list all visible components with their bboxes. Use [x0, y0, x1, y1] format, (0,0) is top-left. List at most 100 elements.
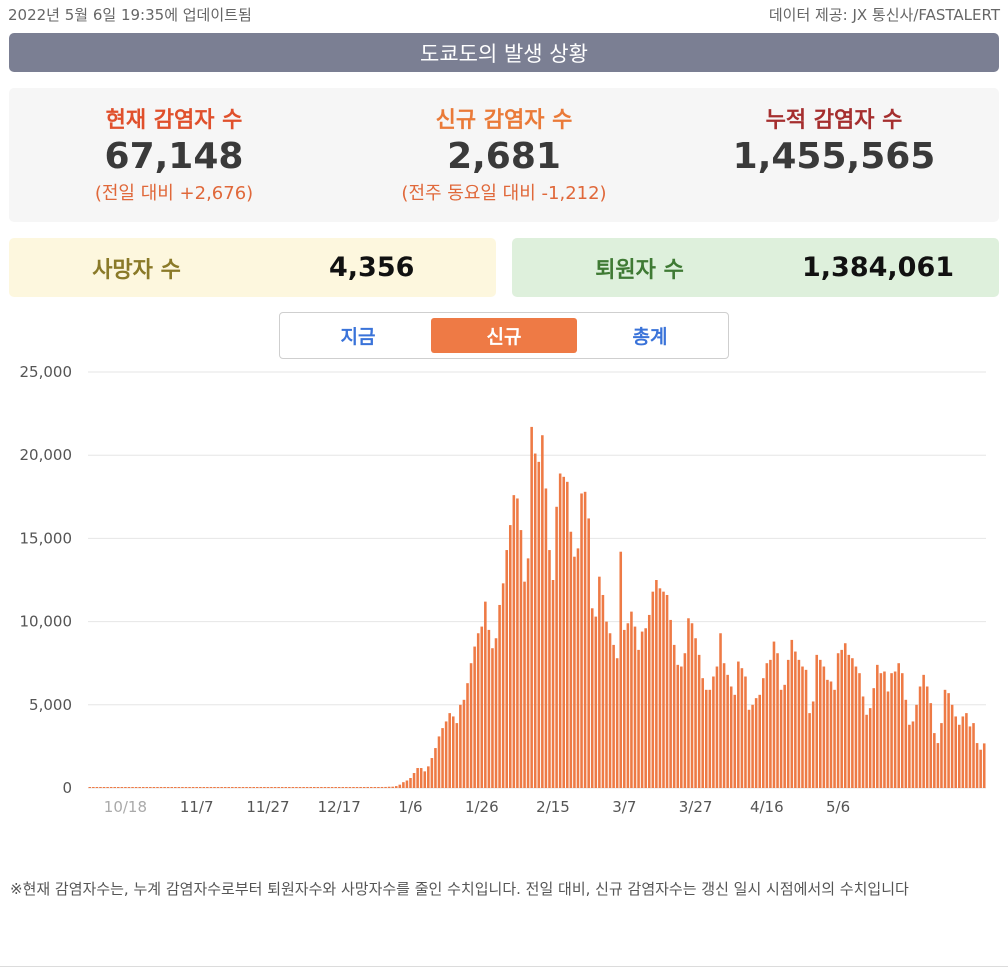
bar — [444, 721, 448, 788]
x-tick-label: 1/26 — [465, 798, 499, 816]
bar — [213, 787, 216, 788]
bar — [291, 787, 295, 788]
stat-new: 신규 감염자 수 2,681 (전주 동요일 대비 -1,212) — [339, 88, 669, 222]
bar — [776, 653, 779, 788]
bar — [879, 673, 883, 788]
bar — [141, 787, 145, 788]
bar — [630, 611, 633, 788]
bar — [402, 782, 405, 788]
bar — [430, 758, 434, 788]
bar — [508, 525, 512, 788]
bar — [754, 698, 758, 788]
bar — [762, 678, 765, 788]
bar — [982, 743, 986, 788]
bar — [156, 787, 159, 788]
bar — [662, 591, 665, 788]
bar — [348, 787, 352, 788]
bar — [940, 723, 943, 788]
bar — [566, 481, 569, 788]
x-tick-label: 11/7 — [180, 798, 214, 816]
y-tick-label: 0 — [62, 779, 72, 797]
bar — [687, 618, 690, 788]
bar — [227, 787, 231, 788]
bar — [562, 476, 566, 788]
bar — [972, 723, 975, 788]
bar — [694, 638, 697, 788]
y-tick-label: 25,000 — [20, 363, 73, 381]
bar — [665, 594, 669, 788]
y-tick-label: 20,000 — [20, 446, 73, 464]
bar — [437, 736, 441, 788]
bar — [872, 688, 876, 788]
bar — [933, 733, 936, 788]
tab-new[interactable]: 신규 — [431, 318, 577, 353]
bar — [558, 473, 562, 788]
stat-current-label: 현재 감염자 수 — [105, 108, 243, 133]
stat-cumulative-label: 누적 감염자 수 — [765, 108, 903, 133]
tab-current[interactable]: 지금 — [340, 326, 376, 348]
bar — [911, 721, 915, 788]
bar — [323, 787, 327, 788]
update-timestamp: 2022년 5월 6일 19:35에 업데이트됨 — [8, 5, 252, 24]
tab-total[interactable]: 총계 — [632, 326, 668, 348]
bar — [719, 633, 722, 788]
bar — [184, 787, 188, 788]
bar — [533, 453, 537, 788]
bar — [587, 518, 590, 788]
x-tick-label: 5/6 — [826, 798, 850, 816]
bar — [680, 666, 683, 788]
bar — [826, 679, 829, 788]
bar — [505, 550, 508, 788]
bar — [925, 686, 929, 788]
bar — [366, 786, 370, 788]
bar — [936, 743, 940, 788]
bar — [683, 653, 687, 788]
x-tick-label: 3/27 — [679, 798, 713, 816]
stat-cumulative-value: 1,455,565 — [732, 136, 936, 177]
bar — [555, 506, 558, 788]
bar — [605, 621, 608, 788]
new-cases-chart: 25,000 20,000 15,000 10,000 5,000 0 10/18 11/7 1… — [20, 363, 986, 816]
bar — [701, 678, 704, 788]
y-tick-label: 5,000 — [29, 696, 72, 714]
bar — [117, 787, 120, 788]
bar — [794, 651, 797, 788]
bar — [473, 646, 476, 788]
bar — [341, 787, 345, 788]
bar — [238, 787, 241, 788]
stats-panel: 현재 감염자 수 67,148 (전일 대비 +2,676) 신규 감염자 수 … — [9, 88, 999, 222]
bar — [758, 694, 762, 788]
bar — [623, 629, 626, 788]
bar — [149, 787, 152, 788]
bar — [377, 787, 380, 788]
bar — [975, 743, 979, 788]
bar — [352, 787, 355, 788]
bar — [523, 581, 526, 788]
bar — [295, 787, 298, 788]
bar — [284, 787, 288, 788]
bar — [266, 787, 270, 788]
bar — [320, 787, 323, 788]
stat-new-value: 2,681 — [447, 136, 561, 177]
bar — [836, 653, 840, 788]
bar — [231, 787, 234, 788]
bar — [302, 787, 305, 788]
bar — [127, 787, 131, 788]
bar — [455, 723, 459, 788]
x-tick-label: 11/27 — [246, 798, 289, 816]
bar — [590, 608, 594, 788]
bar — [252, 787, 255, 788]
bar — [512, 495, 516, 788]
stat-current: 현재 감염자 수 67,148 (전일 대비 +2,676) — [9, 88, 339, 222]
bar — [637, 649, 640, 788]
x-tick-label: 10/18 — [104, 798, 147, 816]
bar — [152, 787, 156, 788]
bar — [106, 787, 109, 788]
bar — [612, 644, 615, 788]
bar — [309, 787, 313, 788]
bar — [840, 649, 843, 788]
bar — [263, 787, 266, 788]
bar — [384, 786, 387, 788]
bar — [704, 689, 708, 788]
bar — [676, 664, 680, 788]
